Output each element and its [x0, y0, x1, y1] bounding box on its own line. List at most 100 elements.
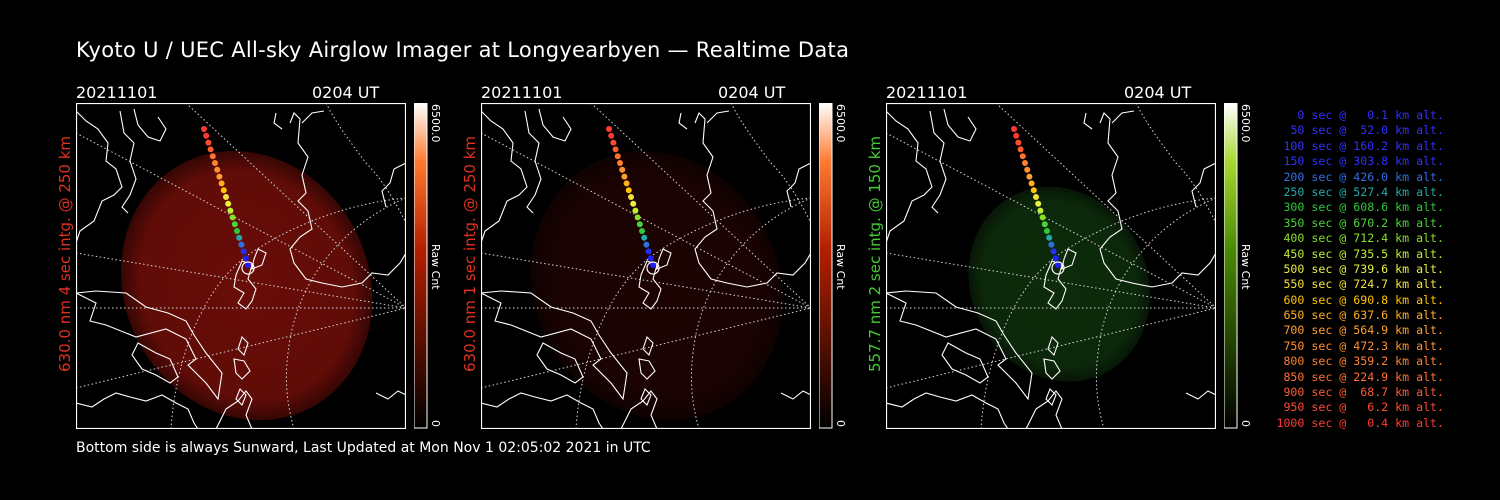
trajectory-point [1050, 248, 1057, 255]
footer-update-note: Bottom side is always Sunward, Last Upda… [76, 440, 651, 456]
legend-row: 400 sec @ 712.4 km alt. [1283, 231, 1444, 246]
trajectory-path [1011, 126, 1065, 275]
trajectory-point [234, 228, 240, 234]
trajectory-point [1037, 207, 1044, 214]
legend-row: 0 sec @ 0.1 km alt. [1297, 108, 1444, 122]
panel-3-airglow-map [886, 103, 1216, 429]
trajectory-point [621, 173, 628, 180]
trajectory-point [639, 228, 645, 234]
trajectory-point [1046, 234, 1053, 241]
trajectory-point [623, 180, 630, 187]
trajectory-point [1019, 153, 1026, 160]
panel-1-time: 0204 UT [312, 83, 380, 102]
trajectory-point [238, 241, 245, 248]
trajectory-point [636, 221, 643, 228]
trajectory-point [628, 194, 634, 200]
panel-2-wavelength-label: 630.0 nm 1 sec intg. @ 250 km [461, 135, 479, 372]
coastline [481, 108, 811, 429]
legend-row: 600 sec @ 690.8 km alt. [1283, 292, 1444, 307]
trajectory-point [643, 241, 650, 248]
trajectory-point [630, 200, 637, 207]
trajectory-point [214, 166, 221, 173]
panel-3-colorbar-min: 0 [1239, 420, 1252, 427]
legend-row: 900 sec @ 68.7 km alt. [1283, 385, 1444, 400]
trajectory-point [1039, 214, 1046, 221]
legend-row: 300 sec @ 608.6 km alt. [1283, 200, 1444, 215]
trajectory-point [645, 248, 652, 255]
panel-3-date: 20211101 [886, 83, 968, 102]
legend-row: 700 sec @ 564.9 km alt. [1283, 323, 1444, 338]
trajectory-point [1048, 241, 1055, 248]
panel-1-colorbar-max: 6500.0 [429, 104, 442, 143]
legend-row: 500 sec @ 739.6 km alt. [1283, 261, 1444, 276]
trajectory-point [625, 187, 632, 194]
trajectory-point [606, 126, 612, 132]
trajectory-point [650, 262, 656, 268]
airglow-emission-region [968, 186, 1151, 382]
trajectory-point [223, 194, 229, 200]
trajectory-point [205, 139, 212, 146]
trajectory-point [617, 160, 623, 166]
panel-2-date: 20211101 [481, 83, 563, 102]
trajectory-point [1017, 146, 1024, 153]
trajectory-point [216, 173, 223, 180]
legend-row: 850 sec @ 224.9 km alt. [1283, 369, 1444, 384]
latlon-grid [76, 103, 406, 429]
trajectory-point [1026, 173, 1033, 180]
panel-1-colorbar-min: 0 [429, 420, 442, 427]
panel-2-colorbar [819, 103, 833, 429]
panel-2-colorbar-min: 0 [834, 420, 847, 427]
trajectory-point [632, 207, 639, 214]
panel-2-airglow-map [481, 103, 811, 429]
trajectory-point [1030, 187, 1037, 194]
trajectory-point [203, 132, 210, 139]
airglow-emission-region [120, 150, 373, 421]
legend-row: 800 sec @ 359.2 km alt. [1283, 354, 1444, 369]
legend-row: 450 sec @ 735.5 km alt. [1283, 246, 1444, 261]
trajectory-path [606, 126, 660, 275]
trajectory-point [207, 146, 214, 153]
panel-2-colorbar-unit: Raw Cnt [834, 244, 847, 290]
trajectory-point [1044, 228, 1050, 234]
trajectory-point [201, 126, 207, 132]
trajectory-point [212, 160, 218, 166]
trajectory-legend: 0 sec @ 0.1 km alt. 50 sec @ 52.0 km alt.… [1262, 108, 1444, 431]
trajectory-point [1028, 180, 1035, 187]
trajectory-point [209, 153, 216, 160]
legend-row: 100 sec @ 160.2 km alt. [1283, 138, 1444, 153]
panel-3-colorbar [1224, 103, 1238, 429]
legend-row: 200 sec @ 426.0 km alt. [1283, 169, 1444, 184]
trajectory-point [225, 200, 232, 207]
trajectory-point [1033, 194, 1039, 200]
panel-1-wavelength-label: 630.0 nm 4 sec intg. @ 250 km [56, 135, 74, 372]
panel-1-date: 20211101 [76, 83, 158, 102]
trajectory-point [236, 234, 243, 241]
trajectory-point [1022, 160, 1028, 166]
trajectory-point [1024, 166, 1031, 173]
trajectory-point [614, 153, 621, 160]
legend-row: 150 sec @ 303.8 km alt. [1283, 154, 1444, 169]
trajectory-point [1013, 132, 1020, 139]
trajectory-point [610, 139, 617, 146]
legend-row: 250 sec @ 527.4 km alt. [1283, 184, 1444, 199]
panel-1-airglow-map [76, 103, 406, 429]
panel-1-colorbar [414, 103, 428, 429]
trajectory-point [227, 207, 234, 214]
trajectory-point [619, 166, 626, 173]
trajectory-path [201, 126, 255, 275]
panel-3-time: 0204 UT [1124, 83, 1192, 102]
panel-3-colorbar-unit: Raw Cnt [1239, 244, 1252, 290]
trajectory-point [220, 187, 227, 194]
panel-3-wavelength-label: 557.7 nm 2 sec intg. @ 150 km [866, 135, 884, 372]
legend-row: 50 sec @ 52.0 km alt. [1290, 123, 1444, 138]
trajectory-point [608, 132, 615, 139]
trajectory-point [245, 262, 251, 268]
trajectory-point [1035, 200, 1042, 207]
airglow-emission-region [530, 150, 783, 421]
trajectory-point [231, 221, 238, 228]
legend-row: 550 sec @ 724.7 km alt. [1283, 277, 1444, 292]
trajectory-point [1041, 221, 1048, 228]
trajectory-point [242, 255, 249, 262]
trajectory-point [612, 146, 619, 153]
trajectory-point [1052, 255, 1059, 262]
